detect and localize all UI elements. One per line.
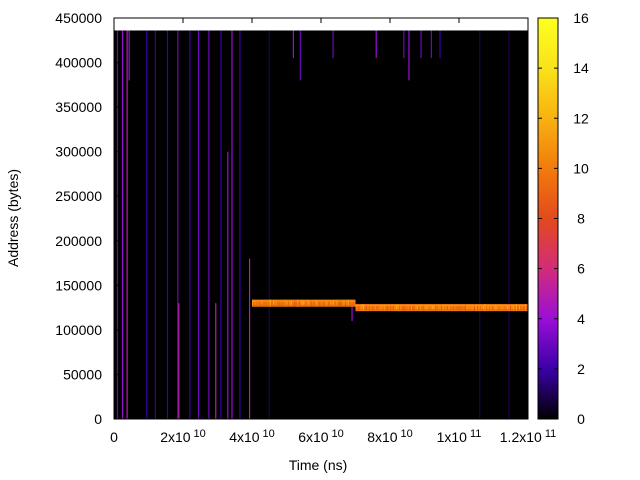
colorbar: 0 2 4 6 8 10 12 14 16 [537,10,589,427]
colorbar-gradient [538,18,558,419]
colorbar-tick-label: 4 [577,311,585,327]
access-spike [146,30,148,419]
colorbar-tick-label: 0 [577,411,585,427]
access-spike [154,30,156,419]
x-axis: 0 2x10 10 4x10 10 6x10 10 8x10 10 1x10 11 1.2x10 11 [110,18,556,445]
y-axis: 0 50000 100000 150000 200000 250000 300000 3500… [55,10,528,427]
access-spike [197,30,200,419]
access-spike [430,30,432,59]
access-spike [116,30,119,419]
x-tick-label: 0 [110,429,118,445]
x-tick-label: 6x10 10 [298,428,344,445]
colorbar-tick-label: 6 [577,261,585,277]
access-spike [248,258,251,419]
y-tick-label: 0 [94,411,102,427]
access-spike [508,30,510,419]
colorbar-tick-label: 2 [577,361,585,377]
access-spike [227,151,229,419]
colorbar-tick-label: 14 [573,60,589,76]
access-spike [122,30,124,419]
y-tick-label: 100000 [55,322,102,338]
access-spike [292,30,294,59]
access-spike [178,303,180,419]
x-axis-label: Time (ns) [289,457,348,473]
access-spike [375,30,377,59]
y-tick-label: 250000 [55,188,102,204]
access-spike [126,30,128,419]
access-spike [220,30,222,419]
occupied-region [114,30,528,419]
x-tick-label: 1.2x10 11 [500,428,556,445]
colorbar-tick-label: 8 [577,211,585,227]
access-spike [231,30,233,419]
access-spike [479,30,481,419]
y-tick-label: 400000 [55,55,102,71]
access-spike [189,30,191,419]
colorbar-tick-label: 12 [573,110,589,126]
hot-band-texture [252,299,356,307]
x-tick-label: 1x10 11 [437,428,482,445]
plot-area [113,17,529,420]
x-tick-label: 4x10 10 [229,428,275,445]
access-spike [351,303,353,321]
access-spike [208,30,210,419]
access-spike [239,30,241,419]
x-tick-label: 8x10 10 [367,428,413,445]
access-spike [420,30,422,59]
access-spike [268,30,270,419]
access-spike [408,30,410,81]
access-spike [403,30,405,59]
y-tick-label: 350000 [55,99,102,115]
x-tick-label: 2x10 10 [160,428,206,445]
y-axis-label: Address (bytes) [5,169,21,267]
access-spike [128,30,130,81]
access-spike [215,303,217,419]
access-spike [299,30,301,81]
access-spike [166,30,169,419]
access-spike [439,30,441,59]
colorbar-tick-label: 16 [573,10,589,26]
y-tick-label: 300000 [55,144,102,160]
access-spike [332,30,334,59]
y-tick-label: 50000 [63,366,102,382]
hot-band-texture [355,304,528,312]
colorbar-tick-label: 10 [573,160,589,176]
y-tick-label: 200000 [55,233,102,249]
y-tick-label: 150000 [55,277,102,293]
y-tick-label: 450000 [55,10,102,26]
access-spike [177,30,179,419]
